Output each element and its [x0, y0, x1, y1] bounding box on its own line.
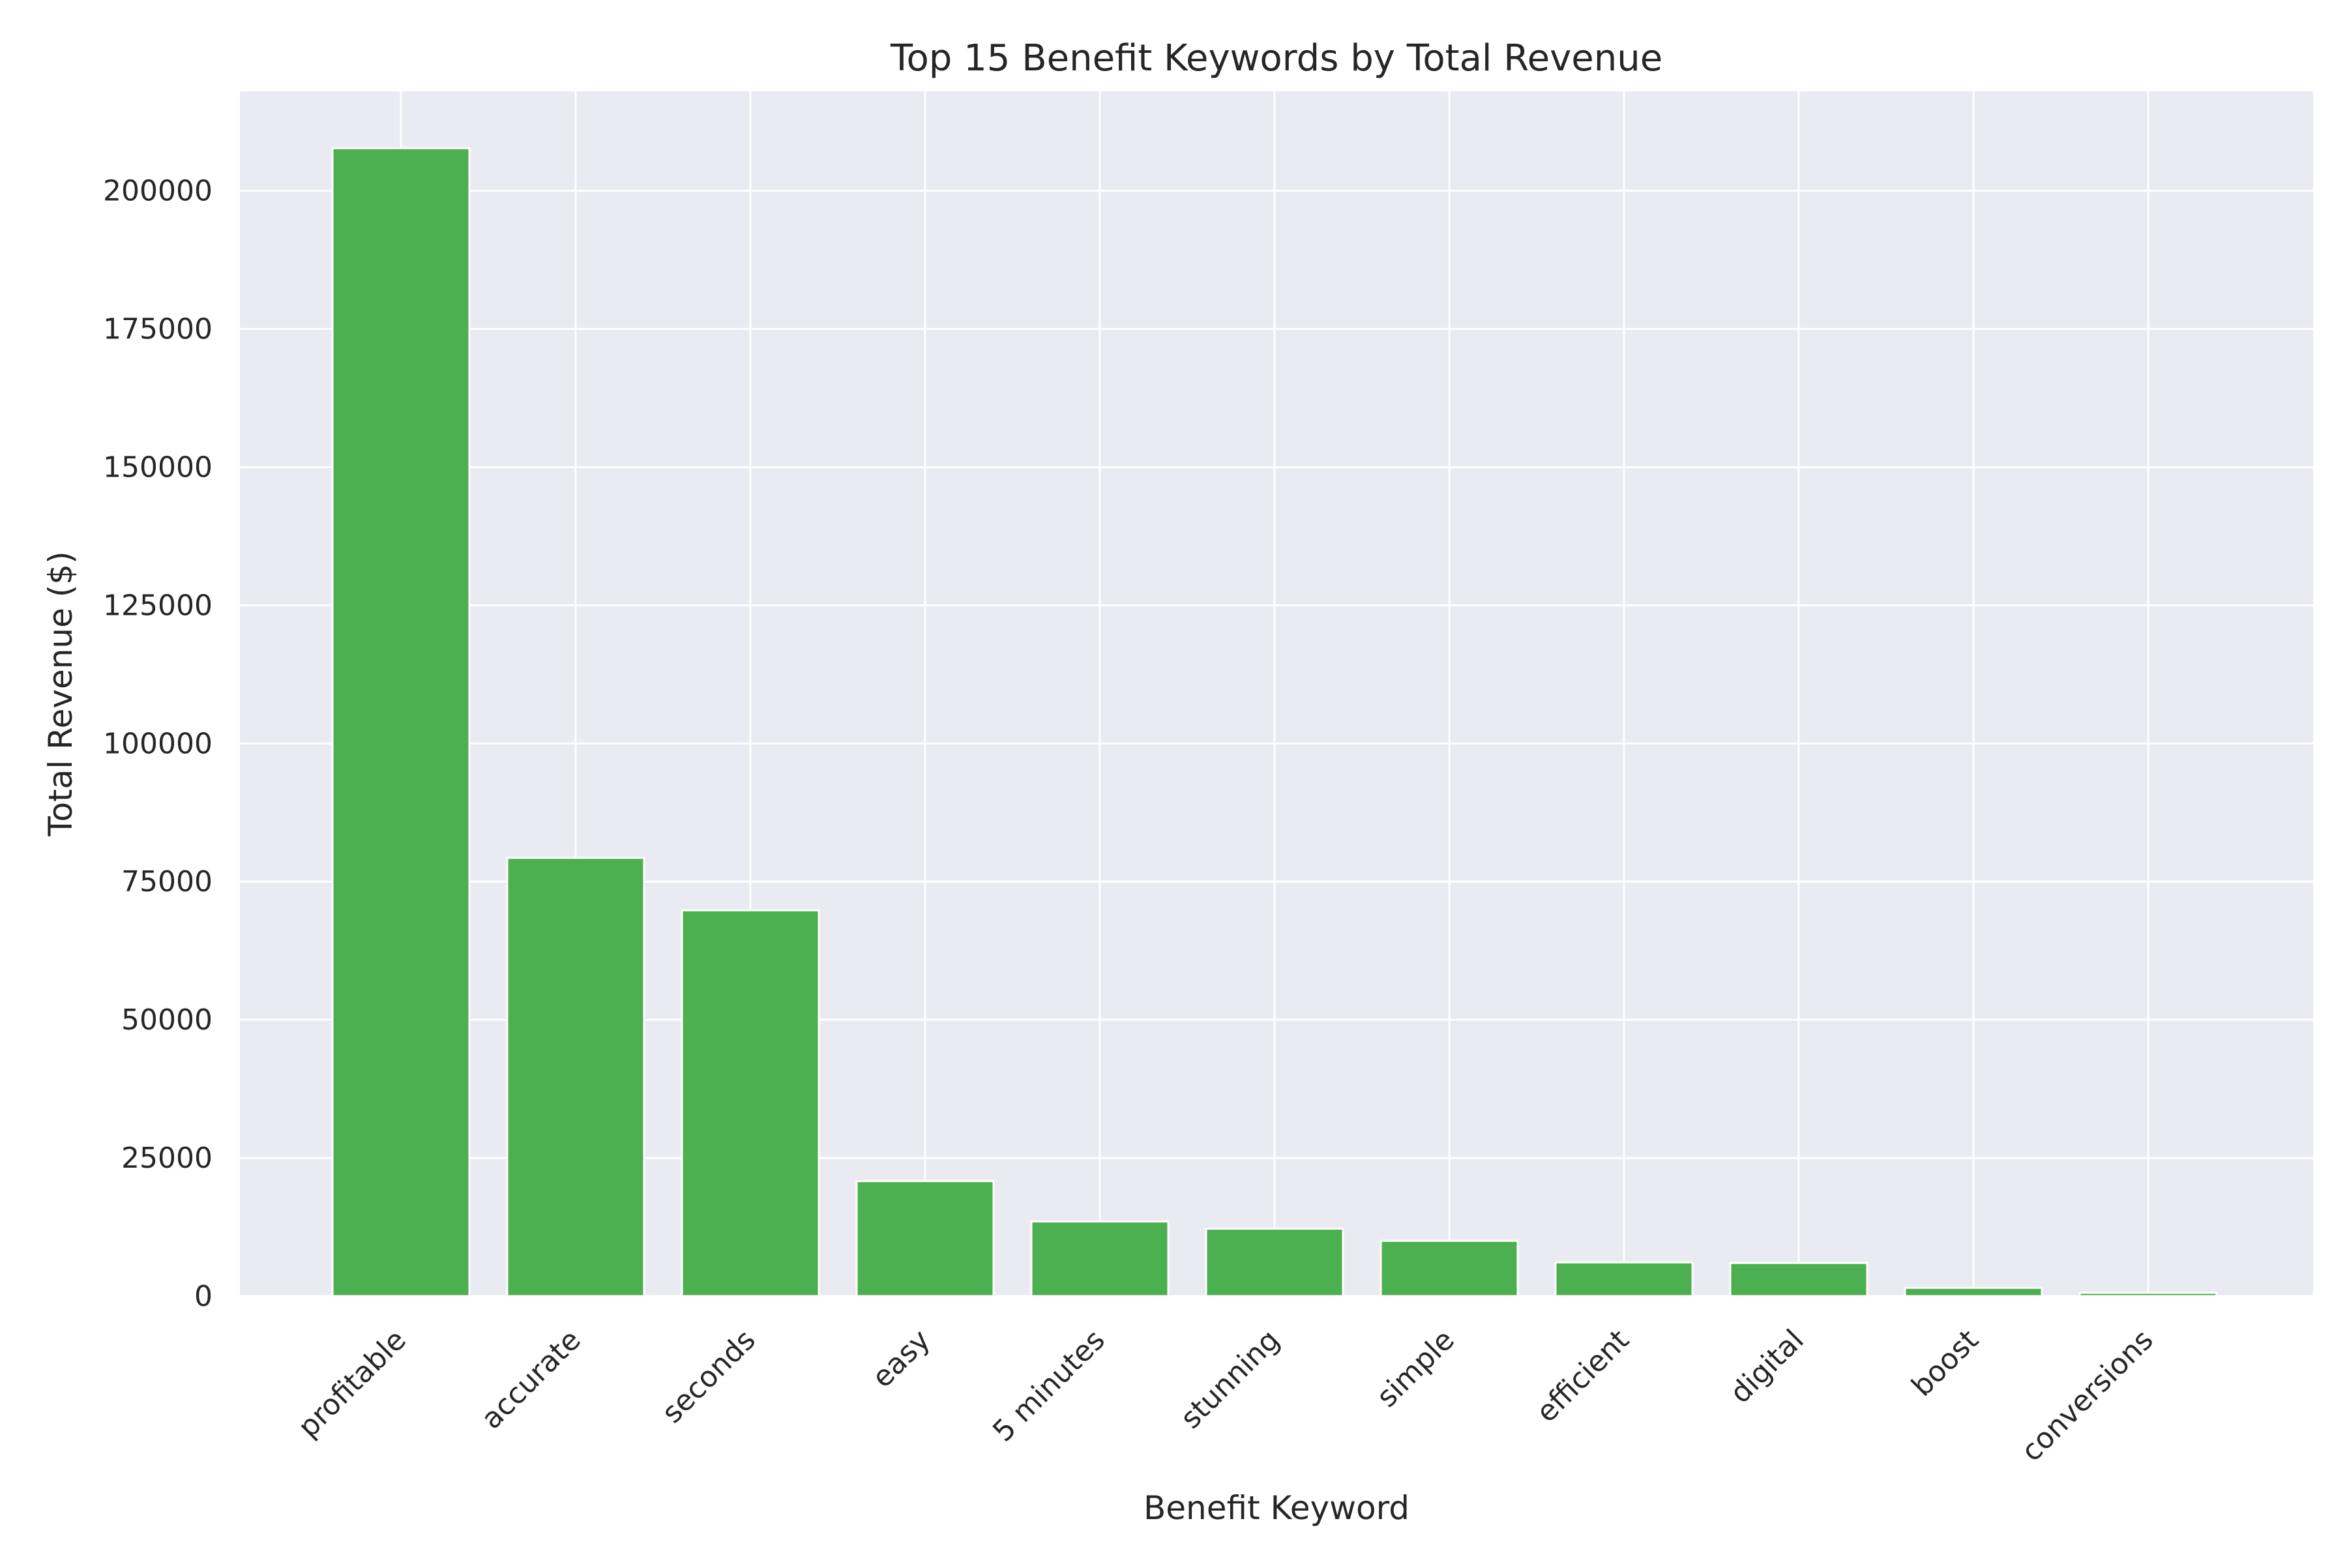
bar-simple	[1380, 1239, 1519, 1297]
x-tick-label: easy	[866, 1324, 937, 1395]
x-tick-label: simple	[1370, 1324, 1461, 1414]
bar-boost	[1904, 1286, 2043, 1297]
x-tick-label: seconds	[656, 1324, 762, 1430]
bar-efficient	[1554, 1261, 1694, 1297]
x-tick-label: accurate	[475, 1324, 587, 1436]
bar-profitable	[331, 147, 471, 1297]
bar-seconds	[681, 909, 820, 1297]
x-tick-label: digital	[1724, 1324, 1810, 1410]
x-tick-label: efficient	[1530, 1324, 1636, 1429]
x-tick-label: boost	[1905, 1324, 1985, 1403]
x-tick-label: 5 minutes	[986, 1324, 1112, 1449]
y-tick-label: 100000	[103, 727, 213, 760]
y-tick-label: 75000	[121, 865, 213, 898]
bar-accurate	[506, 857, 645, 1297]
y-tick-labels: 0 25000 50000 75000 100000 125000 150000 175000…	[103, 175, 213, 1313]
x-axis-label: Benefit Keyword	[1144, 1489, 1410, 1527]
x-tick-label: stunning	[1174, 1324, 1286, 1436]
y-axis-label: Total Revenue ($)	[42, 551, 80, 836]
y-tick-label: 50000	[121, 1003, 213, 1037]
bar-easy	[855, 1180, 995, 1297]
y-tick-label: 125000	[103, 589, 213, 622]
bar-conversions	[2078, 1292, 2218, 1297]
bar-digital	[1729, 1262, 1868, 1297]
x-tick-label: conversions	[2015, 1324, 2160, 1468]
y-tick-label: 25000	[121, 1142, 213, 1175]
y-tick-label: 175000	[103, 313, 213, 346]
bar-5-minutes	[1030, 1220, 1170, 1297]
y-tick-label: 0	[194, 1280, 213, 1313]
y-tick-label: 200000	[103, 175, 213, 208]
bar-stunning	[1205, 1228, 1344, 1297]
bars	[331, 147, 2218, 1297]
x-tick-label: profitable	[291, 1324, 412, 1444]
y-tick-label: 150000	[103, 451, 213, 484]
x-tick-labels: profitable accurate seconds easy 5 minutes st…	[291, 1324, 2159, 1468]
chart-title: Top 15 Benefit Keywords by Total Revenue	[890, 37, 1662, 80]
